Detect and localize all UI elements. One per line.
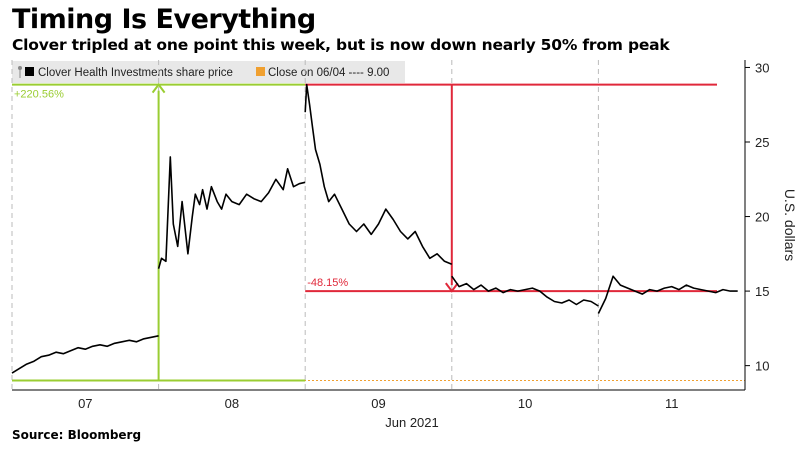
legend-series-swatch xyxy=(25,67,34,76)
x-month-label: Jun 2021 xyxy=(385,415,439,430)
chart-title: Timing Is Everything xyxy=(12,4,316,35)
rise-arrow-head xyxy=(151,82,166,94)
chart-subtitle: Clover tripled at one point this week, b… xyxy=(12,36,670,54)
drop-arrow-head xyxy=(445,282,459,293)
legend-close-label: Close on 06/04 ---- 9.00 xyxy=(268,67,389,79)
annotations: +220.56% -48.15% xyxy=(12,82,745,382)
source-note: Source: Bloomberg xyxy=(12,428,142,442)
x-tick-label: 11 xyxy=(665,396,679,411)
legend-pin-icon xyxy=(18,66,22,78)
legend-series-label: Clover Health Investments share price xyxy=(38,67,233,79)
x-tick-label: 10 xyxy=(518,396,532,411)
y-tick-labels: 10 15 20 25 30 xyxy=(745,60,769,374)
price-series xyxy=(11,83,738,374)
y-tick-label: 20 xyxy=(755,210,769,225)
legend-close-swatch xyxy=(256,67,265,76)
drop-percent-label: -48.15% xyxy=(307,277,348,289)
legend-box xyxy=(12,61,405,83)
x-tick-label: 09 xyxy=(371,396,385,411)
x-tick-label: 07 xyxy=(78,396,92,411)
y-tick-label: 30 xyxy=(755,60,769,75)
y-tick-label: 10 xyxy=(755,359,769,374)
y-axis-label: U.S. dollars xyxy=(782,189,798,261)
rise-percent-label: +220.56% xyxy=(14,89,64,101)
y-tick-label: 25 xyxy=(755,135,769,150)
x-tick-labels: 07 08 09 10 11 xyxy=(78,396,678,411)
y-tick-label: 15 xyxy=(755,284,769,299)
x-tick-label: 08 xyxy=(225,396,239,411)
price-line xyxy=(11,83,738,374)
